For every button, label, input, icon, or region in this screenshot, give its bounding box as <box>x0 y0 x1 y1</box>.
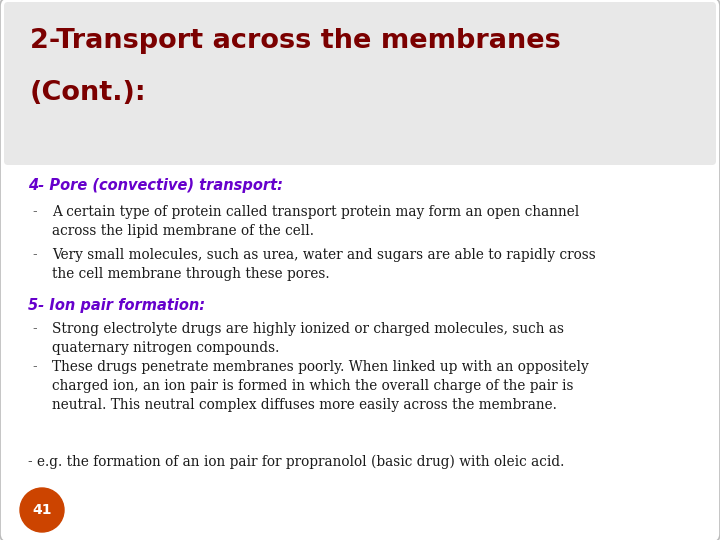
Text: -: - <box>32 360 37 374</box>
Text: Very small molecules, such as urea, water and sugars are able to rapidly cross
t: Very small molecules, such as urea, wate… <box>52 248 595 281</box>
Text: A certain type of protein called transport protein may form an open channel
acro: A certain type of protein called transpo… <box>52 205 580 238</box>
Text: Strong electrolyte drugs are highly ionized or charged molecules, such as
quater: Strong electrolyte drugs are highly ioni… <box>52 322 564 355</box>
Text: 41: 41 <box>32 503 52 517</box>
Text: These drugs penetrate membranes poorly. When linked up with an oppositely
charge: These drugs penetrate membranes poorly. … <box>52 360 589 412</box>
Text: - e.g. the formation of an ion pair for propranolol (basic drug) with oleic acid: - e.g. the formation of an ion pair for … <box>28 455 564 469</box>
Text: -: - <box>32 248 37 262</box>
Text: 2-Transport across the membranes: 2-Transport across the membranes <box>30 28 561 54</box>
FancyBboxPatch shape <box>4 2 716 165</box>
Text: (Cont.):: (Cont.): <box>30 80 147 106</box>
Text: -: - <box>32 322 37 336</box>
Text: 4- Pore (convective) transport:: 4- Pore (convective) transport: <box>28 178 283 193</box>
Text: 5- Ion pair formation:: 5- Ion pair formation: <box>28 298 205 313</box>
Circle shape <box>20 488 64 532</box>
Text: -: - <box>32 205 37 219</box>
